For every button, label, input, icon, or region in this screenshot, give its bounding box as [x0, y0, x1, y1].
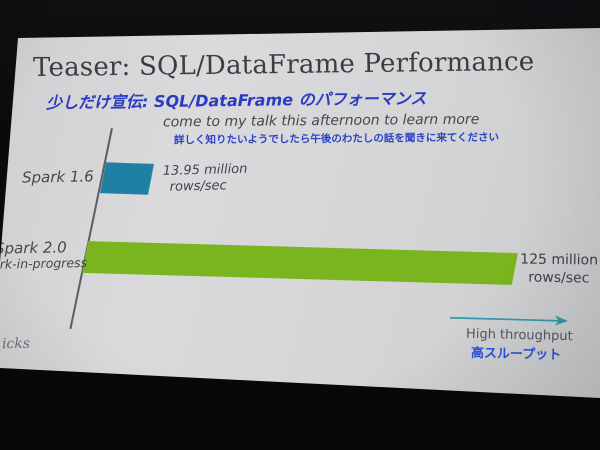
talk-note-english: come to my talk this afternoon to learn … [162, 111, 480, 131]
slide-subtitle-japanese: 少しだけ宣伝: SQL/DataFrame のパフォーマンス [45, 88, 427, 113]
bar-value-spark-2-0: 125 million rows/sec [520, 251, 598, 287]
bar-value-spark-2-0-line2: rows/sec [528, 269, 590, 286]
bar-value-spark-1-6-line2: rows/sec [169, 178, 227, 195]
throughput-arrow-icon [449, 315, 568, 326]
bar-spark-2-0 [82, 241, 518, 285]
bar-label-spark-2-0-line2: ork-in-progress [0, 255, 88, 272]
bar-spark-1-6 [100, 162, 154, 195]
databricks-logo-partial: icks [1, 335, 31, 353]
bar-value-spark-2-0-line1: 125 million [520, 251, 599, 269]
bar-label-spark-2-0: Spark 2.0 ork-in-progress [0, 238, 88, 272]
talk-note-japanese: 詳しく知りたいようでしたら午後のわたしの話を聞きに来てください [173, 131, 500, 147]
bar-value-spark-1-6: 13.95 million rows/sec [162, 161, 248, 196]
bar-value-spark-1-6-line1: 13.95 million [162, 161, 248, 179]
chart-axis-line [69, 128, 113, 330]
slide-title: Teaser: SQL/DataFrame Performance [32, 46, 535, 84]
bar-label-spark-1-6: Spark 1.6 [21, 167, 94, 187]
throughput-label-japanese: 高スループット [470, 345, 562, 364]
